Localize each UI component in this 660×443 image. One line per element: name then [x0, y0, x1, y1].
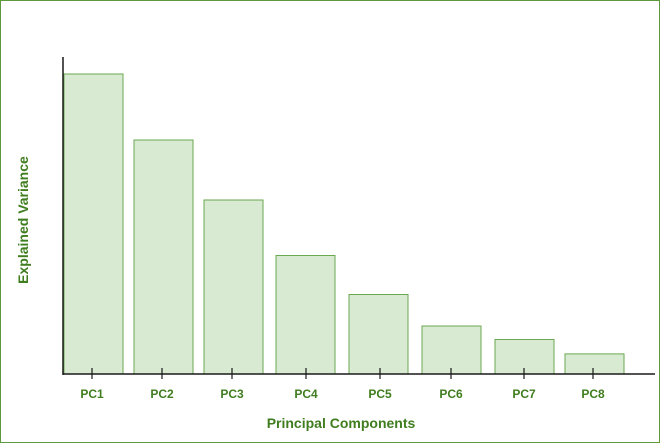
x-axis-title: Principal Components [267, 415, 416, 431]
x-tick-label-pc8: PC8 [581, 387, 605, 401]
bar-pc5 [348, 294, 409, 375]
x-tick-label-pc5: PC5 [368, 387, 392, 401]
x-tick-labels-group: PC1 PC2 PC3 PC4 PC5 PC6 PC7 PC8 [80, 387, 605, 401]
bar-pc1 [63, 73, 124, 375]
bar-pc6 [421, 325, 482, 375]
x-tick-label-pc1: PC1 [80, 387, 104, 401]
x-tick-label-pc3: PC3 [220, 387, 244, 401]
y-axis-title: Explained Variance [15, 156, 31, 284]
x-tick-label-pc4: PC4 [294, 387, 318, 401]
x-tick-label-pc6: PC6 [439, 387, 463, 401]
x-tick-label-pc2: PC2 [150, 387, 174, 401]
bars-group [63, 73, 625, 375]
bar-pc8 [564, 353, 625, 375]
x-ticks-group [91, 368, 594, 379]
bar-pc4 [275, 255, 336, 375]
x-tick-label-pc7: PC7 [512, 387, 536, 401]
bar-pc3 [203, 199, 264, 375]
bar-pc2 [133, 139, 194, 375]
